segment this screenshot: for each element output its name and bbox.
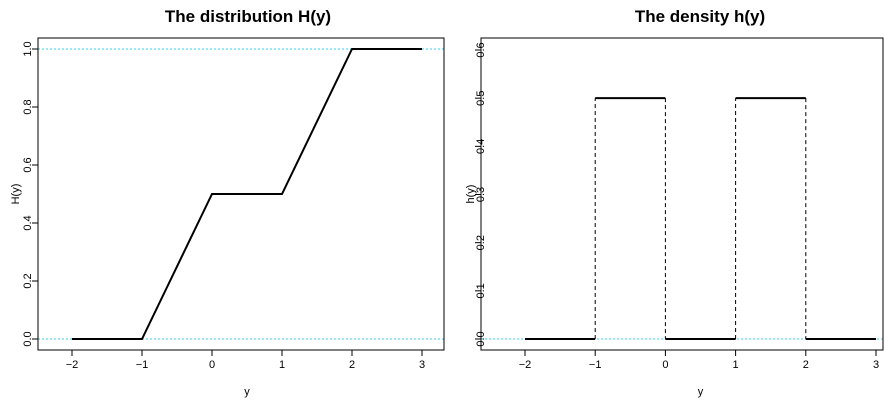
distribution-y-axis-label: H(y) <box>10 184 22 205</box>
distribution-x-tick-label-1: −1 <box>136 359 149 371</box>
distribution-y-tick-label-2: 0.4 <box>22 215 34 230</box>
distribution-y-tick-label-4: 0.8 <box>22 99 34 114</box>
distribution-title: The distribution H(y) <box>165 7 331 26</box>
distribution-plot-frame <box>37 37 445 351</box>
distribution-series-line-0 <box>72 48 422 340</box>
distribution-y-tick-label-5: 1.0 <box>22 41 34 56</box>
density-x-tick-label-5: 3 <box>873 359 879 371</box>
distribution-x-tick-label-0: −2 <box>66 359 79 371</box>
density-x-tick-label-2: 0 <box>662 359 668 371</box>
density-plot-frame <box>480 37 884 351</box>
density-x-axis-label: y <box>698 386 704 398</box>
distribution-y-tick-label-3: 0.6 <box>22 157 34 172</box>
density-x-tick-label-3: 1 <box>733 359 739 371</box>
density-x-tick-label-0: −2 <box>519 359 532 371</box>
density-title: The density h(y) <box>635 7 765 26</box>
density-y-tick-label-1: 0.1 <box>475 283 487 298</box>
density-y-tick-label-2: 0.2 <box>475 235 487 250</box>
distribution-x-tick-label-5: 3 <box>419 359 425 371</box>
density-x-tick-label-1: −1 <box>589 359 602 371</box>
density-panel: The density h(y) −2 −1 0 1 2 3 0.0 0.1 0.2 0.3 0.4 0… <box>465 7 884 398</box>
distribution-x-tick-label-3: 1 <box>279 359 285 371</box>
density-y-tick-label-4: 0.4 <box>475 139 487 154</box>
density-x-tick-label-4: 2 <box>803 359 809 371</box>
density-y-tick-label-6: 0.6 <box>475 42 487 57</box>
density-y-tick-label-5: 0.5 <box>475 91 487 106</box>
density-y-tick-label-0: 0.0 <box>475 331 487 346</box>
distribution-y-tick-label-1: 0.2 <box>22 273 34 288</box>
density-y-axis-label: h(y) <box>465 185 477 204</box>
distribution-x-axis-label: y <box>244 386 250 398</box>
density-y-tick-label-3: 0.3 <box>475 187 487 202</box>
distribution-panel: The distribution H(y) −2 −1 0 1 2 3 0.0 0.2 0.4 0.… <box>10 7 445 398</box>
distribution-x-tick-label-4: 2 <box>349 359 355 371</box>
distribution-x-tick-label-2: 0 <box>209 359 215 371</box>
distribution-y-tick-label-0: 0.0 <box>22 331 34 346</box>
